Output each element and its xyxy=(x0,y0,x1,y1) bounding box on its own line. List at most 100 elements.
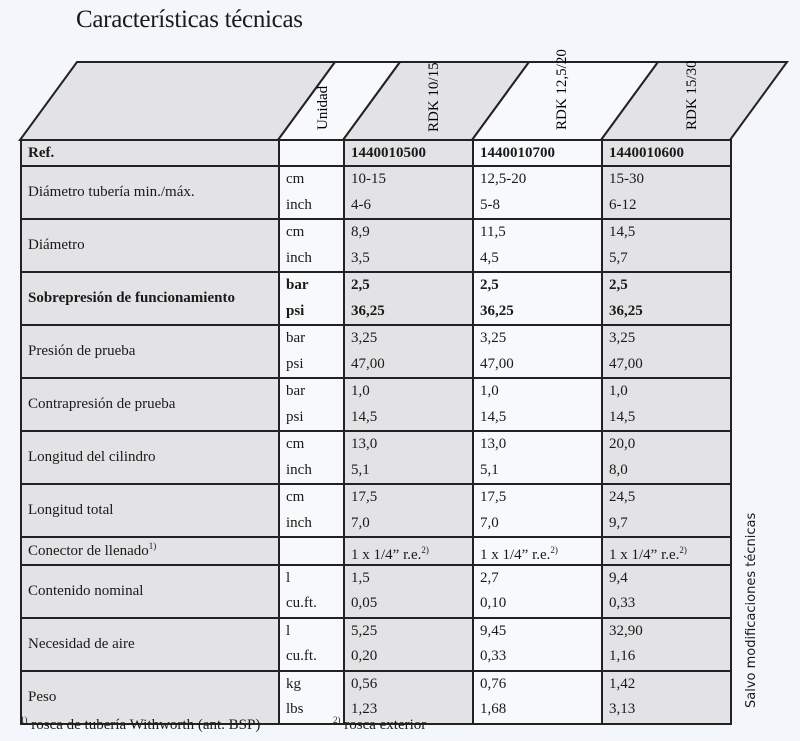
unit-text: bar xyxy=(286,277,309,293)
footnote-ref: 2) xyxy=(550,545,558,555)
spec-value: 10-15 4-6 xyxy=(343,165,474,220)
value: 17,5 xyxy=(351,489,378,505)
side-note: Salvo modificaciones técnicas xyxy=(744,512,759,708)
spec-value: 14,5 5,7 xyxy=(601,218,732,273)
value: 3,25 xyxy=(480,330,507,346)
spec-value: 1,0 14,5 xyxy=(343,377,474,432)
value: 3,25 xyxy=(351,330,378,346)
unit-text xyxy=(286,538,337,564)
spec-value: 2,5 36,25 xyxy=(601,271,732,326)
value: 1 x 1/4” r.e. xyxy=(351,547,422,563)
value-text: 3,25 xyxy=(480,326,595,352)
spec-value: 20,0 8,0 xyxy=(601,430,732,485)
value: 1,68 xyxy=(480,701,507,717)
spec-row: Sobrepresión de funcionamiento bar psi 2,5 3… xyxy=(20,271,732,326)
unit-text: bar xyxy=(286,330,306,346)
value-text: 1,0 xyxy=(351,379,466,405)
spec-value: 1,5 0,05 xyxy=(343,563,474,619)
value-text: 5,7 xyxy=(609,246,724,272)
value-text: 1,23 xyxy=(351,697,466,723)
value: 12,5-20 xyxy=(480,171,527,187)
spec-unit: l cu.ft. xyxy=(278,616,345,672)
value-text: 12,5-20 xyxy=(480,167,595,193)
spec-value: 0,76 1,68 xyxy=(472,669,603,725)
value-text: 1,16 xyxy=(609,644,724,670)
spec-value: 15-30 6-12 xyxy=(601,165,732,220)
value: 3,25 xyxy=(609,330,636,346)
value-text: 2,7 xyxy=(480,566,595,592)
footnote-ref: 2) xyxy=(679,545,687,555)
value-text: 5,1 xyxy=(351,458,466,484)
value: 47,00 xyxy=(480,355,514,372)
value: 1,0 xyxy=(351,383,370,399)
value-text: 10-15 xyxy=(351,167,466,193)
value-text: 32,90 xyxy=(609,619,724,645)
spec-value: 5,25 0,20 xyxy=(343,616,474,672)
value-text: 4-6 xyxy=(351,193,466,219)
spec-label-text: Conector de llenado xyxy=(28,543,149,560)
value: 0,33 xyxy=(609,595,636,611)
spec-unit: cm inch xyxy=(278,218,345,273)
value: 0,76 xyxy=(480,675,507,692)
unit-text: inch xyxy=(286,249,312,266)
value-text: 5,25 xyxy=(351,619,466,645)
value: 0,05 xyxy=(351,595,378,611)
spec-label: Sobrepresión de funcionamiento xyxy=(20,271,280,326)
value-text: 1 x 1/4” r.e.2) xyxy=(351,538,466,564)
value-text: 47,00 xyxy=(351,352,466,378)
value-text: 11,5 xyxy=(480,220,595,246)
value: 1,0 xyxy=(609,383,628,399)
value: 1,0 xyxy=(480,383,499,399)
spec-label-text: Sobrepresión de funcionamiento xyxy=(28,290,235,306)
value: 15-30 xyxy=(609,171,644,187)
spec-unit: bar psi xyxy=(278,377,345,432)
spec-label: Contenido nominal xyxy=(20,563,280,619)
spec-label-text: Necesidad de aire xyxy=(28,635,135,652)
value-text: 47,00 xyxy=(609,352,724,378)
value: 1 x 1/4” r.e. xyxy=(480,547,551,563)
value-text: 1 x 1/4” r.e.2) xyxy=(480,538,595,564)
header-model-label: RDK 12,5/20 xyxy=(554,49,570,130)
spec-value: 17,5 7,0 xyxy=(472,483,603,538)
value-text: 0,33 xyxy=(609,591,724,617)
value-text: 14,5 xyxy=(480,405,595,431)
value: 13,0 xyxy=(480,436,507,452)
value: 8,0 xyxy=(609,461,628,478)
value-text: 5,1 xyxy=(480,458,595,484)
value: 3,13 xyxy=(609,701,636,717)
value-text: 0,10 xyxy=(480,591,595,617)
value-text: 1,5 xyxy=(351,566,466,592)
spec-row: Longitud total cm inch 17,5 7,0 17,5 7,0 24,5 9,… xyxy=(20,483,732,538)
unit-text: inch xyxy=(286,196,312,213)
value: 36,25 xyxy=(609,302,643,319)
spec-row: Conector de llenado1) 1 x 1/4” r.e.2) 1 x … xyxy=(20,536,732,566)
value: 9,7 xyxy=(609,514,628,531)
value: 4,5 xyxy=(480,249,499,266)
unit-text: inch xyxy=(286,514,312,531)
header-model-label: RDK 10/15 xyxy=(426,62,442,132)
spec-value: 2,5 36,25 xyxy=(472,271,603,326)
value-text: 0,05 xyxy=(351,591,466,617)
value-text: 0,76 xyxy=(480,672,595,698)
spec-row: Diámetro cm inch 8,9 3,5 11,5 4,5 14,5 5,7 xyxy=(20,218,732,273)
value: 0,56 xyxy=(351,675,378,692)
spec-value: 13,0 5,1 xyxy=(472,430,603,485)
unit-text: inch xyxy=(286,461,312,478)
spec-label-text: Diámetro tubería min./máx. xyxy=(28,184,195,200)
spec-label: Necesidad de aire xyxy=(20,616,280,672)
spec-value: 0,56 1,23 xyxy=(343,669,474,725)
value-text: 7,0 xyxy=(480,511,595,537)
value-text: 13,0 xyxy=(351,432,466,458)
value: 5,7 xyxy=(609,249,628,266)
value: 4-6 xyxy=(351,196,371,213)
value-text: 6-12 xyxy=(609,193,724,219)
spec-row: Peso kg lbs 0,56 1,23 0,76 1,68 1,42 3,13 xyxy=(20,669,732,725)
value: 10-15 xyxy=(351,171,386,187)
unit-text: kg xyxy=(286,675,301,692)
spec-label: Peso xyxy=(20,669,280,725)
value: 2,5 xyxy=(351,277,370,293)
value: 32,90 xyxy=(609,622,643,639)
table-header: Unidad RDK 10/15 RDK 12,5/20 RDK 15/30 xyxy=(18,49,789,141)
value-text: 17,5 xyxy=(480,485,595,511)
page-title: Características técnicas xyxy=(76,6,303,33)
